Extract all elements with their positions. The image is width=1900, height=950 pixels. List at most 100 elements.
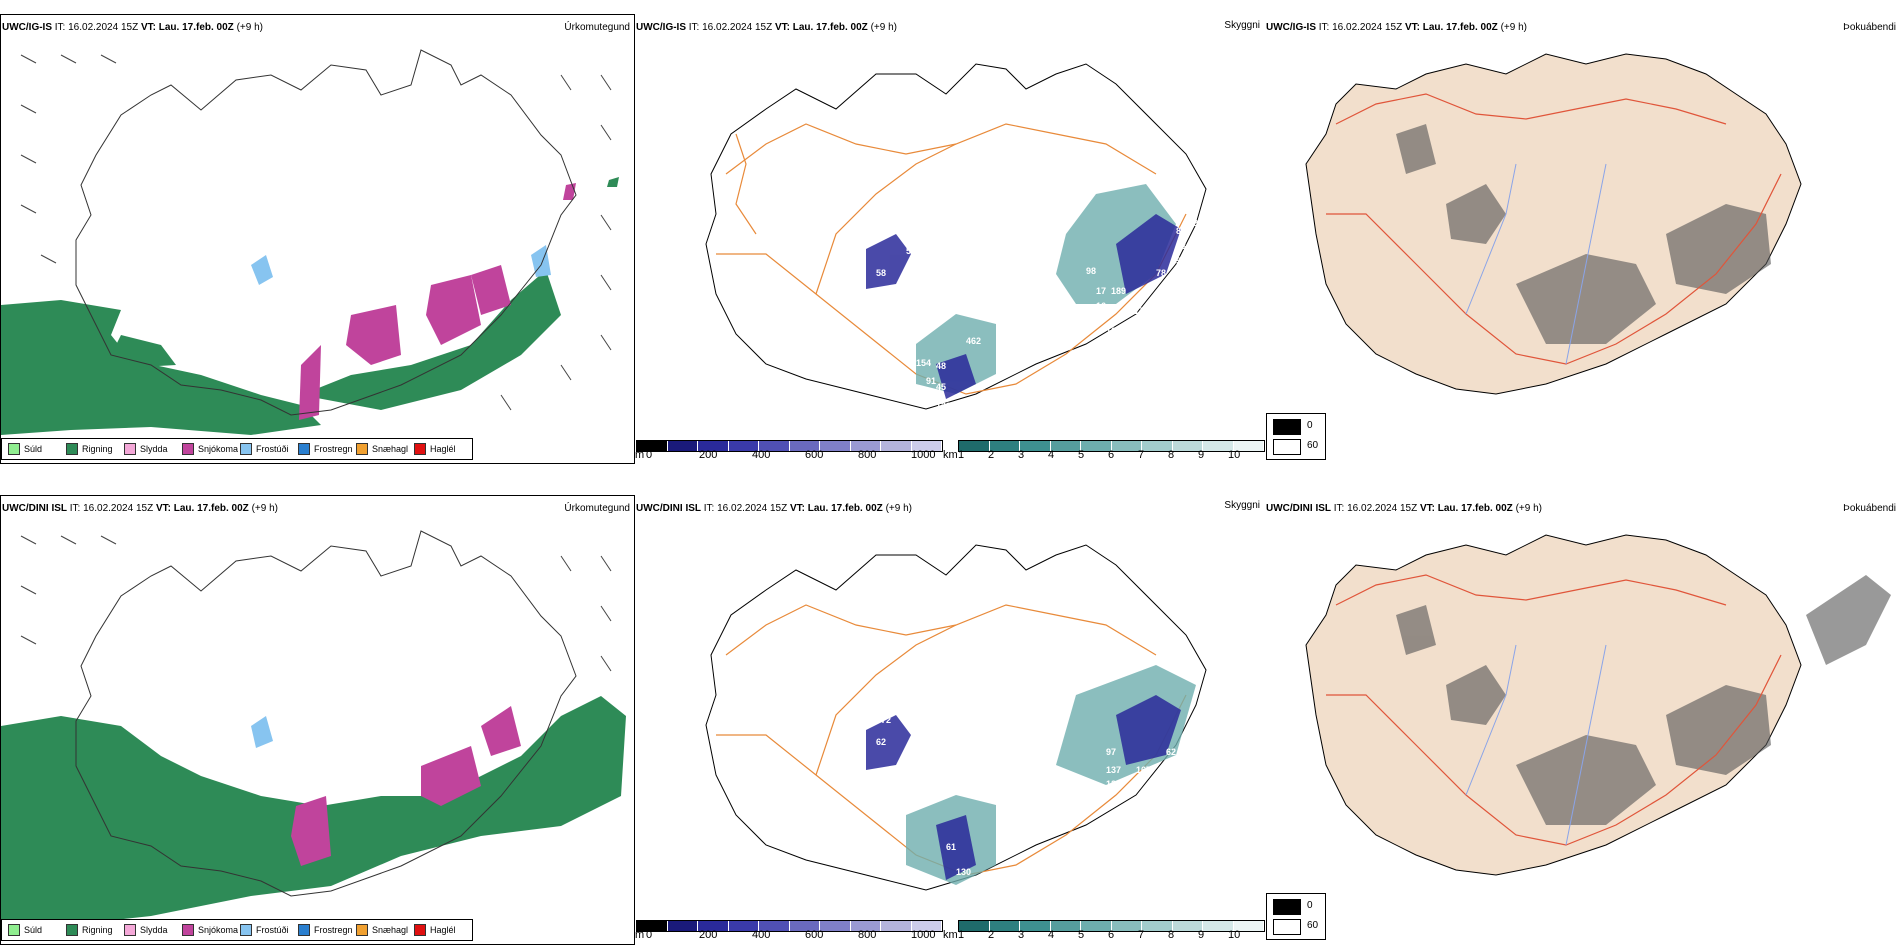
legend-label: Frostregn [314,444,353,454]
panel-title-fog-top: Þokuábendi [1843,22,1896,33]
visibility-panel-bottom: 72 62 62 90 12 540 97 137 120 167 85 62 94 85 12 231 61 1… [636,495,1266,943]
colorbar-tick-label: 4 [1048,929,1055,941]
vis-blue-areas [866,214,1181,399]
colorbar-segment [1203,921,1234,931]
colorbar-segment [989,441,1020,451]
legend-item: Slydda [124,443,168,455]
visibility-value-label: 36 [1181,268,1191,278]
colorbar-tick-label: 1000 [911,929,936,941]
roads [716,123,1187,395]
colorbar-km-ticks-bottom: 1 2 3 4 5 6 7 8 9 10 [958,929,1248,943]
colorbar-segment [959,921,990,931]
visibility-value-label: 10 [926,261,936,271]
colorbar-tick-label: 1000 [911,449,936,461]
colorbar-tick-label: 7 [1138,929,1145,941]
visibility-value-label: 231 [1121,817,1136,827]
legend-label: Haglél [430,444,456,454]
panel-title-fog-bottom: Þokuábendi [1843,503,1896,514]
legend-swatch [124,443,136,455]
colorbar-segment [911,921,942,931]
fog-legend-high-label: 60 [1307,920,1319,931]
panel-title-visibility-bottom: Skyggni [1224,500,1260,511]
legend-swatch [182,443,194,455]
colorbar-m-top [636,440,943,452]
colorbar-segment [881,441,912,451]
colorbar-tick-label: 0 [646,929,653,941]
visibility-value-label: 462 [966,336,981,346]
visibility-value-label: 58 [876,268,886,278]
visibility-value-label: 91 [926,376,936,386]
visibility-value-label: 57 [906,246,916,256]
legend-item: Frostúði [240,924,289,936]
colorbar-tick-label: 7 [1138,449,1145,461]
legend-swatch [298,443,310,455]
colorbar-segment [667,921,698,931]
colorbar-tick-label: 200 [699,449,718,461]
precip-legend-bottom: Súld Rigning Slydda Snjókoma Frostúði Frostre… [1,919,473,941]
legend-label: Frostúði [256,444,289,454]
colorbar-tick-label: 3 [1018,449,1025,461]
legend-label: Súld [24,444,43,454]
colorbar-tick-label: 3 [1018,929,1025,941]
colorbar-tick-label: 800 [858,449,877,461]
legend-label: Slydda [140,925,168,935]
precip-type-panel-bottom: Súld Rigning Slydda Snjókoma Frostúði Frostre… [0,495,635,945]
colorbar-segment [1020,441,1051,451]
visibility-value-label: 80 [846,276,856,286]
visibility-value-label: 189 [1111,286,1126,296]
colorbar-segment [1233,921,1264,931]
legend-swatch [124,924,136,936]
colorbar-tick-label: 200 [699,929,718,941]
visibility-value-label: 85 [1156,782,1166,792]
colorbar-segment [850,441,881,451]
fog-grey-areas [1396,575,1891,825]
panel-title-precip-top: Úrkomutegund [564,22,630,33]
legend-item: Haglél [414,443,456,455]
colorbar-tick-label: 1 [958,449,965,461]
legend-item: Snæhagl [356,443,408,455]
colorbar-tick-label: 0 [646,449,653,461]
legend-item: Snjókoma [182,924,238,936]
legend-item: Frostúði [240,443,289,455]
wind-barbs [20,54,612,411]
legend-swatch [414,924,426,936]
visibility-value-label: 12 [1181,755,1191,765]
visibility-value-label: 60 [1136,809,1146,819]
colorbar-tick-label: 400 [752,449,771,461]
colorbar-segment [637,921,668,931]
visibility-value-label: 201 [946,887,961,897]
colorbar-m-unit-bottom: m [635,929,645,941]
legend-label: Snjókoma [198,925,239,935]
colorbar-segment [759,921,790,931]
colorbar-segment [698,921,729,931]
colorbar-km-bottom [958,920,1265,932]
legend-swatch [66,924,78,936]
colorbar-tick-label: 1 [958,929,965,941]
header-bottom-right: UWC/DINI ISL IT: 16.02.2024 15Z VT: Lau.… [1266,503,1542,514]
legend-item: Snæhagl [356,924,408,936]
colorbar-segment [759,441,790,451]
colorbar-tick-label: 400 [752,929,771,941]
fog-map-top [1305,53,1802,395]
header-bottom-mid: UWC/DINI ISL IT: 16.02.2024 15Z VT: Lau.… [636,503,912,514]
visibility-value-label: 62 [876,737,886,747]
visibility-value-label: 12 [926,749,936,759]
visibility-value-label: 83 [1176,241,1186,251]
legend-swatch [66,443,78,455]
colorbar-tick-label: 5 [1078,929,1085,941]
colorbar-segment [959,441,990,451]
colorbar-tick-label: 4 [1048,449,1055,461]
colorbar-tick-label: 800 [858,929,877,941]
legend-label: Frostúði [256,925,289,935]
fog-blue-rivers [1465,644,1607,846]
header-top-right: UWC/IG-IS IT: 16.02.2024 15Z VT: Lau. 17… [1266,22,1527,33]
colorbar-segment [789,441,820,451]
visibility-value-label: 723 [886,306,901,316]
visibility-map-bottom: 72 62 62 90 12 540 97 137 120 167 85 62 94 85 12 231 61 1… [705,544,1207,897]
visibility-value-label: 78 [1156,268,1166,278]
colorbar-m-bottom [636,920,943,932]
colorbar-segment [1050,921,1081,931]
visibility-value-label: 122 [936,401,951,411]
visibility-value-label: 94 [1186,727,1196,737]
visibility-value-label: 98 [1086,266,1096,276]
